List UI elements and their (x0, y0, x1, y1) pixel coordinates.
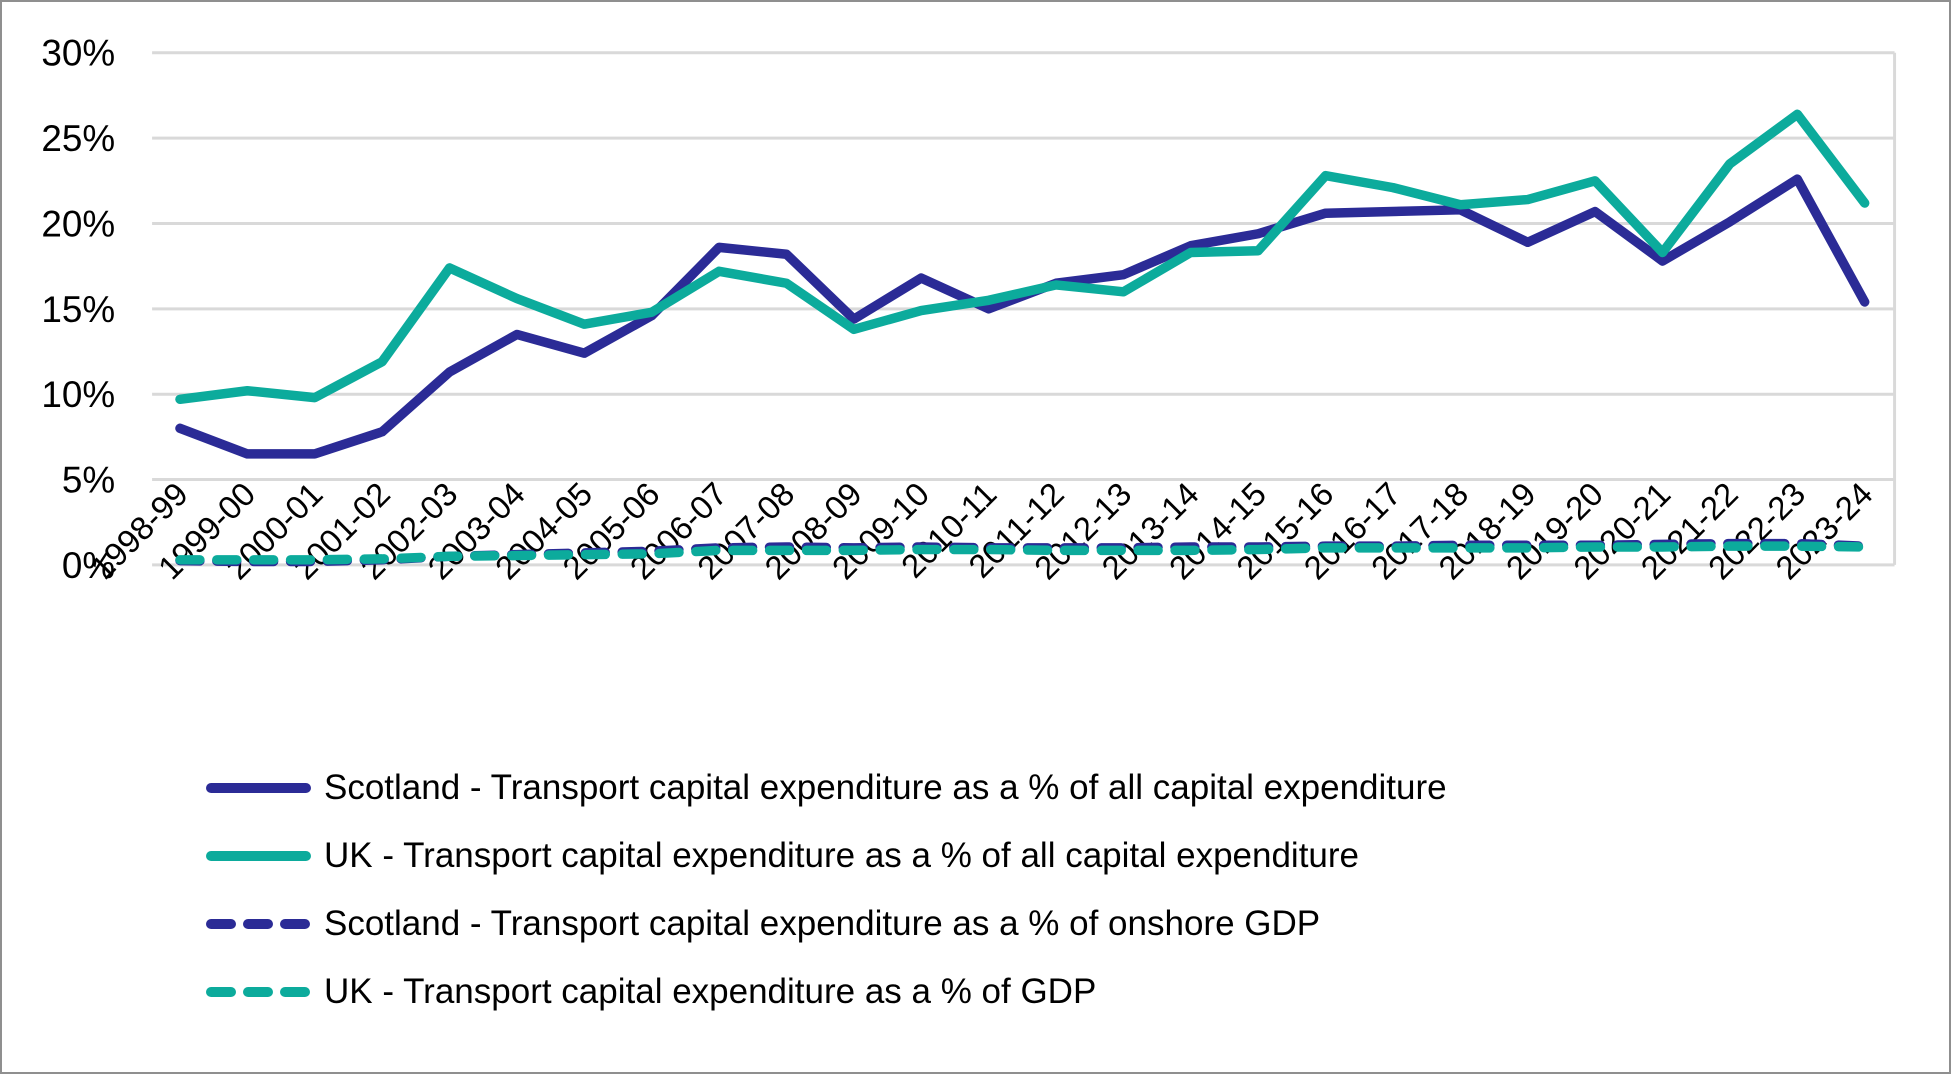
y-tick-label: 25% (41, 118, 115, 159)
dashed-line-sample-icon (206, 986, 311, 997)
y-tick-label: 0% (62, 545, 115, 586)
legend-item-uk-capex: UK - Transport capital expenditure as a … (205, 838, 1447, 873)
y-tick-label: 20% (41, 203, 115, 244)
legend-label-uk-capex: UK - Transport capital expenditure as a … (324, 836, 1360, 875)
y-tick-label: 30% (41, 33, 115, 74)
series-line-3 (175, 541, 1870, 565)
y-tick-label: 5% (62, 459, 115, 500)
gridlines (152, 51, 1897, 567)
y-axis-labels: 0% 5% 10% 15% 20% 25% 30% (41, 33, 115, 586)
series-lines (175, 109, 1870, 567)
legend-label-uk-gdp: UK - Transport capital expenditure as a … (324, 972, 1097, 1011)
series-line-0 (175, 174, 1870, 459)
legend-item-scotland-capex: Scotland - Transport capital expenditure… (205, 770, 1447, 805)
series-line-1 (175, 109, 1870, 405)
solid-line-sample-icon (206, 850, 311, 861)
x-axis-labels: 1998-991999-002000-012001-022002-032003-… (83, 475, 1879, 586)
y-tick-label: 15% (41, 289, 115, 330)
legend-item-scotland-gdp: Scotland - Transport capital expenditure… (205, 906, 1447, 941)
legend-label-scotland-gdp: Scotland - Transport capital expenditure… (324, 904, 1321, 943)
solid-line-sample-icon (206, 782, 311, 793)
legend: Scotland - Transport capital expenditure… (205, 770, 1447, 1009)
legend-item-uk-gdp: UK - Transport capital expenditure as a … (205, 974, 1447, 1009)
dashed-line-sample-icon (206, 918, 311, 929)
y-tick-label: 10% (41, 374, 115, 415)
legend-label-scotland-capex: Scotland - Transport capital expenditure… (324, 768, 1447, 807)
